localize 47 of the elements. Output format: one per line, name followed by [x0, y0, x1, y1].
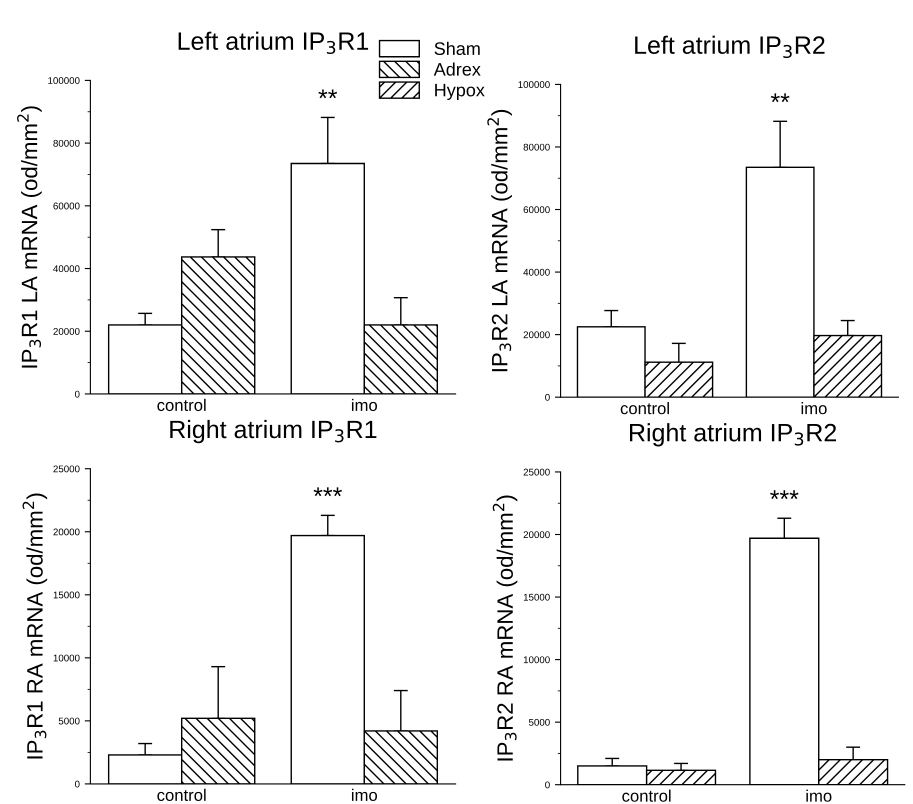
x-tick-label: imo: [802, 402, 827, 414]
y-tick-label: 15000: [524, 594, 550, 601]
y-axis-title: IP$_{3}$R2 LA mRNA (od/mm$^{2}$): [487, 110, 512, 372]
x-tick-label: control: [622, 790, 671, 802]
y-tick-label: 10000: [524, 656, 550, 664]
y-tick-label: 100000: [518, 81, 550, 88]
y-tick-label: 0: [545, 781, 550, 788]
y-tick-label: 80000: [524, 144, 550, 151]
chart-title: Right atrium IP$_{3}$R2: [630, 423, 836, 446]
y-tick-label: 25000: [524, 468, 550, 476]
y-tick-label: 60000: [524, 206, 550, 214]
y-tick-label: 5000: [528, 718, 550, 726]
y-axis-title: IP$_{3}$R1 RA mRNA (od/mm$^{2}$): [22, 494, 48, 758]
annotation: ***: [770, 490, 799, 500]
annotation: **: [318, 89, 338, 98]
y-tick-label: 10000: [54, 654, 80, 662]
y-axis-title: IP$_{3}$R2 RA mRNA (od/mm$^{2}$): [492, 496, 518, 760]
x-tick-label: control: [157, 788, 206, 802]
y-tick-label: 5000: [58, 718, 80, 724]
legend-label: Hypox: [435, 84, 485, 100]
legend-label: Adrex: [434, 62, 481, 76]
y-axis-title: IP$_{3}$R1 LA mRNA (od/mm$^{2}$): [17, 106, 42, 368]
chart-title: Left atrium IP$_{3}$R2: [635, 36, 825, 58]
y-tick-label: 40000: [523, 268, 550, 276]
y-tick-label: 100000: [48, 77, 80, 84]
chart-title: Left atrium IP$_{3}$R1: [178, 32, 368, 54]
y-tick-label: 0: [545, 394, 550, 401]
y-tick-label: 40000: [53, 265, 80, 272]
annotation: **: [770, 93, 790, 102]
y-tick-label: 0: [74, 390, 80, 398]
x-tick-label: imo: [352, 788, 378, 802]
y-tick-label: 25000: [53, 465, 80, 472]
x-tick-label: imo: [352, 398, 378, 412]
y-tick-label: 20000: [53, 528, 80, 536]
y-tick-label: 60000: [53, 202, 80, 210]
y-tick-label: 20000: [53, 328, 80, 335]
y-tick-label: 0: [74, 780, 80, 788]
y-tick-label: 15000: [54, 592, 80, 598]
legend-label: Sham: [434, 42, 480, 56]
y-tick-label: 20000: [524, 331, 550, 338]
y-tick-label: 80000: [53, 140, 80, 147]
x-tick-label: imo: [806, 790, 832, 802]
chart-title: Right atrium IP$_{3}$R1: [170, 420, 376, 444]
annotation: ***: [314, 487, 342, 496]
y-tick-label: 20000: [524, 531, 550, 538]
x-tick-label: control: [620, 402, 669, 414]
x-tick-label: control: [157, 398, 206, 412]
